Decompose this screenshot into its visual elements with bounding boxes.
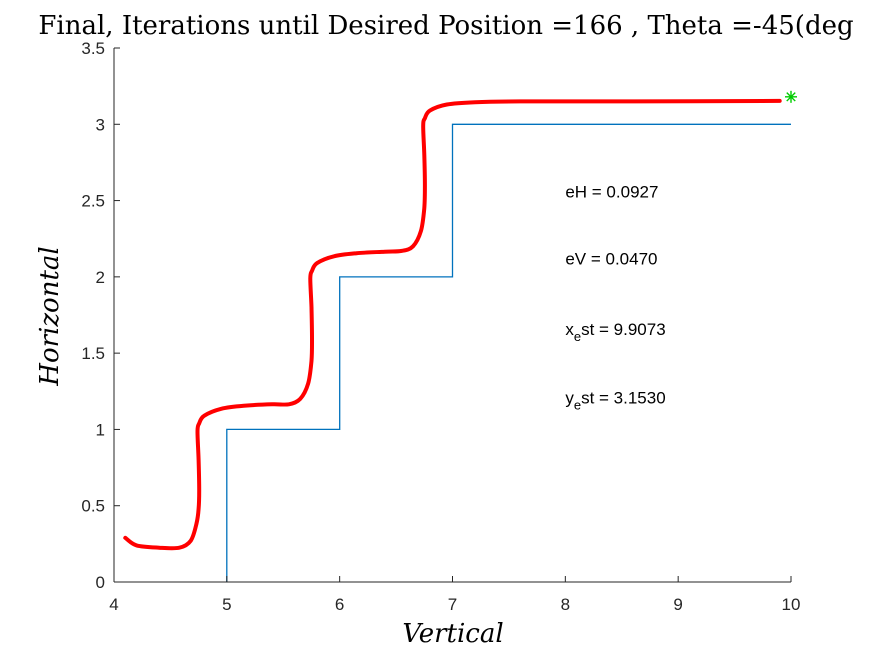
x-tick-label: 9 [673,595,682,614]
annotation-x-est-sub: e [574,329,581,344]
y-tick-label: 0.5 [81,497,105,516]
x-tick-label: 6 [335,595,344,614]
annotation-y-est-main: y [565,388,574,407]
annotation-y-est-rest: st = 3.1530 [581,388,666,407]
annotation-x-est: xest = 9.9073 [565,320,665,344]
annotation-ev-text: eV = 0.0470 [565,250,657,269]
annotation-y-est: yest = 3.1530 [565,388,665,412]
x-tick-label: 5 [222,595,231,614]
x-tick-label: 4 [109,595,118,614]
target-marker-icon [785,90,797,103]
series-reference-path [226,123,791,582]
annotation-y-est-sub: e [574,397,581,412]
x-tick-label: 10 [782,595,801,614]
y-axis-label: Horizontal [35,246,65,386]
x-axis-label: Vertical [402,619,503,649]
series-layer [123,98,791,582]
y-tick-label: 2.5 [81,192,105,211]
x-tick-label: 8 [561,595,570,614]
marker-layer [785,90,797,103]
y-ticks: 0 0.5 1 1.5 2 2.5 3 3.5 [81,39,120,592]
series-trajectory-path [123,98,782,551]
chart-title: Final, Iterations until Desired Position… [38,11,853,41]
annotation-eh: eH = 0.0927 [565,183,658,202]
y-tick-label: 3.5 [81,39,105,58]
annotation-eh-text: eH = 0.0927 [565,183,658,202]
y-tick-label: 3 [96,115,105,134]
y-tick-label: 1.5 [81,344,105,363]
y-tick-label: 0 [96,573,105,592]
x-ticks: 4 5 6 7 8 9 10 [109,576,800,614]
x-tick-label: 7 [448,595,457,614]
annotation-x-est-main: x [565,320,574,339]
y-tick-label: 1 [96,420,105,439]
y-tick-label: 2 [96,268,105,287]
annotations: eH = 0.0927 eV = 0.0470 xest = 9.9073 ye… [565,183,665,413]
annotation-ev: eV = 0.0470 [565,250,657,269]
annotation-x-est-rest: st = 9.9073 [581,320,666,339]
